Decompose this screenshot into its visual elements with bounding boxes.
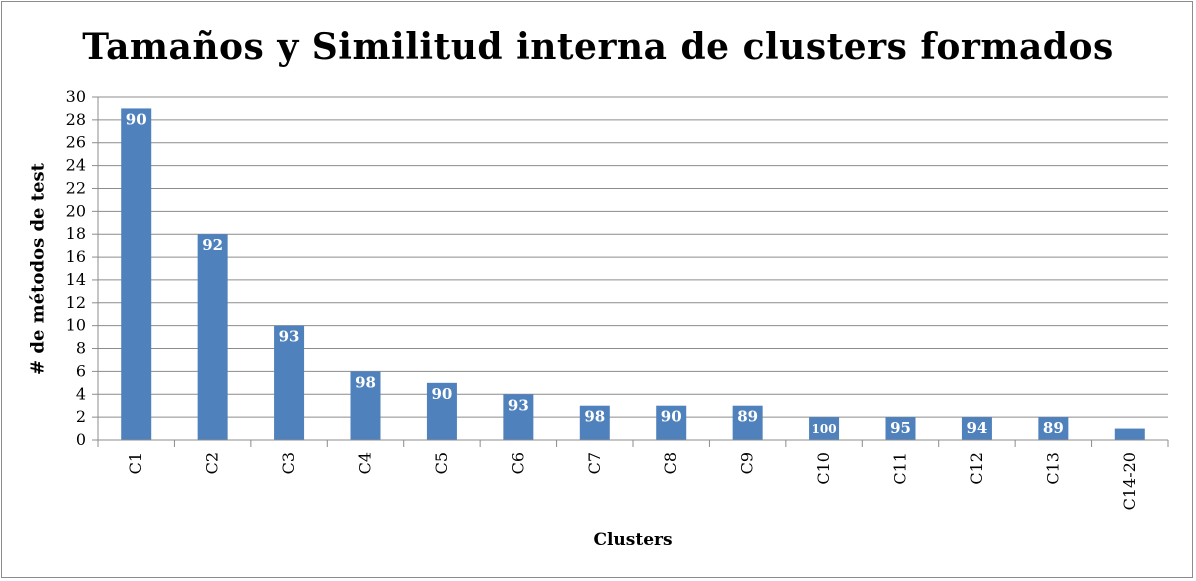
data-label: 100 [812,422,837,436]
x-tick-label: C12 [967,452,986,485]
bar [656,405,687,440]
data-label: 98 [584,408,605,426]
y-tick-label: 4 [76,384,86,403]
y-tick-label: 16 [66,247,86,266]
data-label: 95 [890,419,911,437]
bar [961,417,992,440]
bar [426,382,457,440]
bar [885,417,916,440]
bar [809,417,840,440]
y-tick-label: 12 [66,293,86,312]
data-label: 89 [737,408,758,426]
y-tick-label: 8 [76,339,86,358]
x-axis-label: Clusters [593,530,673,550]
bar [274,325,305,440]
x-tick-label: C10 [814,452,833,485]
y-tick-label: 26 [66,133,86,152]
data-label: 89 [1043,419,1064,437]
bar [1114,428,1145,440]
bar [121,108,152,440]
x-tick-label: C13 [1043,452,1062,485]
x-tick-label: C4 [356,452,375,474]
data-label: 98 [355,373,376,391]
y-tick-label: 24 [66,156,86,175]
y-tick-label: 10 [66,316,86,335]
y-tick-label: 6 [76,361,86,380]
x-tick-label: C2 [203,452,222,474]
x-tick-label: C3 [279,452,298,474]
bar [503,394,534,440]
x-tick-label: C14-20 [1120,452,1139,510]
x-tick-label: C9 [738,452,757,474]
data-label: 94 [966,419,987,437]
chart-title: Tamaños y Similitud interna de clusters … [82,26,1114,68]
bar [350,371,381,440]
x-tick-label: C7 [585,452,604,474]
y-tick-label: 20 [66,201,86,220]
data-label: 90 [126,110,147,128]
data-label: 92 [202,236,223,254]
data-label: 93 [508,396,529,414]
y-tick-label: 2 [76,407,86,426]
data-label: 90 [431,385,452,403]
bar [732,405,763,440]
x-tick-label: C1 [126,452,145,474]
y-tick-label: 28 [66,110,86,129]
bar [579,405,610,440]
x-tick-label: C11 [891,452,910,485]
y-tick-label: 22 [66,178,86,197]
y-tick-label: 14 [66,270,86,289]
data-label: 90 [661,408,682,426]
x-tick-label: C5 [432,452,451,474]
bar [197,234,228,440]
x-tick-label: C8 [661,452,680,474]
y-tick-label: 30 [66,87,86,106]
y-tick-label: 0 [76,430,86,449]
bar [1038,417,1069,440]
y-tick-label: 18 [66,224,86,243]
x-tick-label: C6 [508,452,527,474]
data-label: 93 [279,328,300,346]
